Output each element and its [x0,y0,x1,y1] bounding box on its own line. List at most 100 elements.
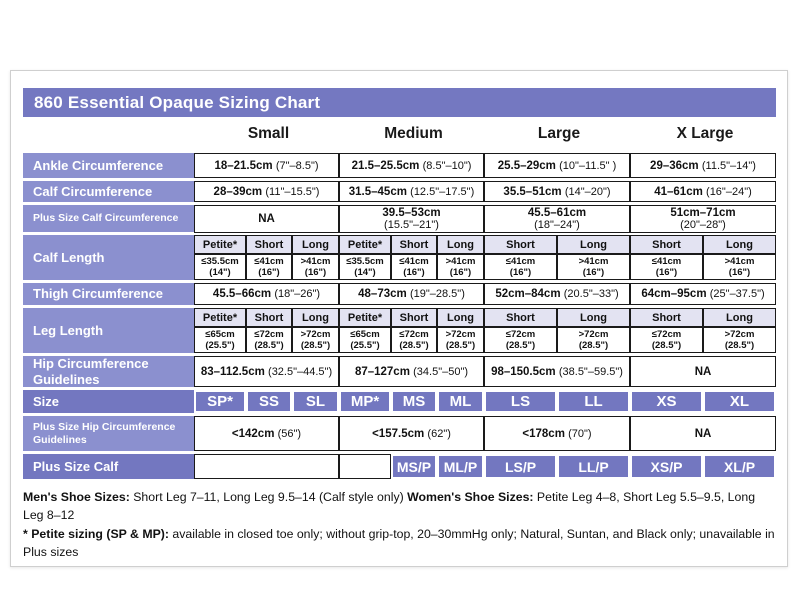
cell-range: 29–36cm [650,159,699,172]
value-cm: >41cm [578,255,609,267]
value-inches: (14") [209,267,231,278]
value-cells: ≤65cm (25.5") ≤72cm (28.5") >72cm (28.5") ≤65c… [194,327,776,353]
column-header-medium: Medium [384,124,443,142]
value-inches: (14") [354,267,376,278]
value-inches: (16") [258,267,280,278]
cell-range: <178cm [522,427,565,440]
subheader-cell: Long [292,235,339,254]
footer-bold-segment: Men's Shoe Sizes: [23,490,130,504]
table-row: Size SP* SS SL MP* MS ML LS LL XS XL [23,390,776,413]
value-cell: ≤35.5cm (14") [339,254,391,280]
subheader-cell: Petite* [339,235,391,254]
value-cell: >72cm (28.5") [292,327,339,353]
cell-line: 29–36cm (11.5"–14") [650,160,756,172]
column-header-x-large: X Large [676,124,734,142]
table-row: Plus Size Hip Circumference Guidelines <1… [23,416,776,451]
value-inches: (28.5") [578,340,609,351]
subheader-cell: Short [246,235,292,254]
data-cell: <142cm (56") [194,416,339,451]
data-cell: 98–150.5cm (38.5"–59.5") [484,356,630,387]
cell-range: 64cm–95cm [641,288,707,300]
data-cell: NA [630,416,776,451]
value-cm: >41cm [724,255,755,267]
row-subtable: Petite* Short Long Petite* Short Long Short Lon… [194,308,776,353]
value-cm: >72cm [724,328,755,340]
cell-range: 18–21.5cm [214,159,273,172]
row-label: Plus Size Hip Circumference Guidelines [23,416,194,451]
cell-line: 31.5–45cm (12.5"–17.5") [349,186,474,198]
value-cells: ≤35.5cm (14") ≤41cm (16") >41cm (16") ≤35.5cm(… [194,254,776,280]
value-cm: ≤72cm [651,328,682,340]
cell-range: 39.5–53cm [382,207,441,219]
cell-range: 45.5–66cm [212,288,272,300]
data-cell: 25.5–29cm (10"–11.5" ) [484,153,630,178]
value-cell: >72cm (28.5") [703,327,776,353]
subheader-cell: Petite* [194,235,246,254]
cell-line: <142cm (56") [232,428,301,440]
value-inches: (28.5") [724,340,755,351]
chart-title-bar: 860 Essential Opaque Sizing Chart [23,88,776,117]
value-cm: ≤41cm [651,255,682,267]
row-label: Plus Size Calf [23,454,194,479]
subheader-cell: Petite* [194,308,246,327]
value-inches: (28.5") [651,340,682,351]
value-inches: (16") [509,267,532,278]
value-cell: >41cm (16") [437,254,484,280]
cell-line: 48–73cm (19"–28.5") [358,288,465,300]
row-label: Plus Size Calf Circumference [23,205,194,232]
value-inches: (28.5") [505,340,536,351]
card-inner: 860 Essential Opaque Sizing Chart Small M… [11,71,787,562]
cell-inches: (62") [427,427,451,440]
data-cell: 41–61cm (16"–24") [630,181,776,202]
value-cell: >41cm (16") [557,254,630,280]
data-cell: 29–36cm (11.5"–14") [630,153,776,178]
value-inches: (16") [403,267,425,278]
row-label: Ankle Circumference [23,153,194,178]
size-column-headers: Small Medium Large X Large [23,117,776,150]
row-cells: NA 39.5–53cm (15.5"–21") 45.5–61cm (18"–24")… [194,205,776,233]
footer-bold-segment: Women's Shoe Sizes: [407,490,534,504]
value-cm: ≤65cm [205,328,235,340]
column-header-large: Large [537,124,581,142]
value-cell: ≤72cm (28.5") [391,327,437,353]
cell-inches: (18"–24") [534,219,580,231]
data-cell: 31.5–45cm (12.5"–17.5") [339,181,484,202]
table-row: Hip Circumference Guidelines 83–112.5cm (… [23,356,776,387]
plus-size-calf-cells: MS/P ML/P LS/P LL/P XS/P XL/P [194,454,776,479]
cell-inches: (18"–26") [274,288,321,300]
table-row: Plus Size Calf MS/P ML/P LS/P LL/P XS/P XL/P [23,454,776,479]
data-cell: 21.5–25.5cm (8.5"–10") [339,153,484,178]
cell-inches: (12.5"–17.5") [410,185,475,198]
value-cm: ≤35.5cm [346,255,384,267]
cell-line: 18–21.5cm (7"–8.5") [214,160,318,172]
footer-notes: Men's Shoe Sizes: Short Leg 7–11, Long L… [23,488,776,562]
data-cell: 87–127cm (34.5"–50") [339,356,484,387]
subheader-cell: Long [437,308,484,327]
value-cell: ≤41cm (16") [246,254,292,280]
cell-range: 52cm–84cm [495,288,561,300]
cell-range: 41–61cm [654,185,703,198]
value-cm: ≤72cm [254,328,284,340]
value-cell: ≤72cm (28.5") [484,327,557,353]
value-cm: ≤65cm [350,328,380,340]
row-cells: 18–21.5cm (7"–8.5") 21.5–25.5cm (8.5"–10"… [194,153,776,178]
row-cells: 83–112.5cm (32.5"–44.5") 87–127cm (34.5"–… [194,356,776,387]
data-cell: 28–39cm (11"–15.5") [194,181,339,202]
cell-line: 25.5–29cm (10"–11.5" ) [498,160,617,172]
size-cell: SS [246,390,292,413]
cell-inches: (7"–8.5") [275,159,319,172]
footer-text-segment: Petite Leg 4–8, Short Leg 5.5–9.5, Long … [23,490,756,523]
cell-inches: (19"–28.5") [409,288,465,300]
value-cell: ≤41cm (16") [484,254,557,280]
value-cell: ≤72cm (28.5") [630,327,703,353]
cell-inches: (70") [568,427,592,440]
plus-size-calf-cell: XL/P [703,454,776,479]
data-cell: 39.5–53cm (15.5"–21") [339,205,484,233]
footer-text-segment: available in closed toe only; without gr… [23,526,775,560]
subheader-cell: Short [391,235,437,254]
row-label: Thigh Circumference [23,283,194,305]
data-cell: <157.5cm (62") [339,416,484,451]
cell-inches: (11"–15.5") [265,185,320,198]
row-cells: 45.5–66cm (18"–26") 48–73cm (19"–28.5") 52… [194,283,776,305]
value-cm: >72cm [445,328,476,340]
